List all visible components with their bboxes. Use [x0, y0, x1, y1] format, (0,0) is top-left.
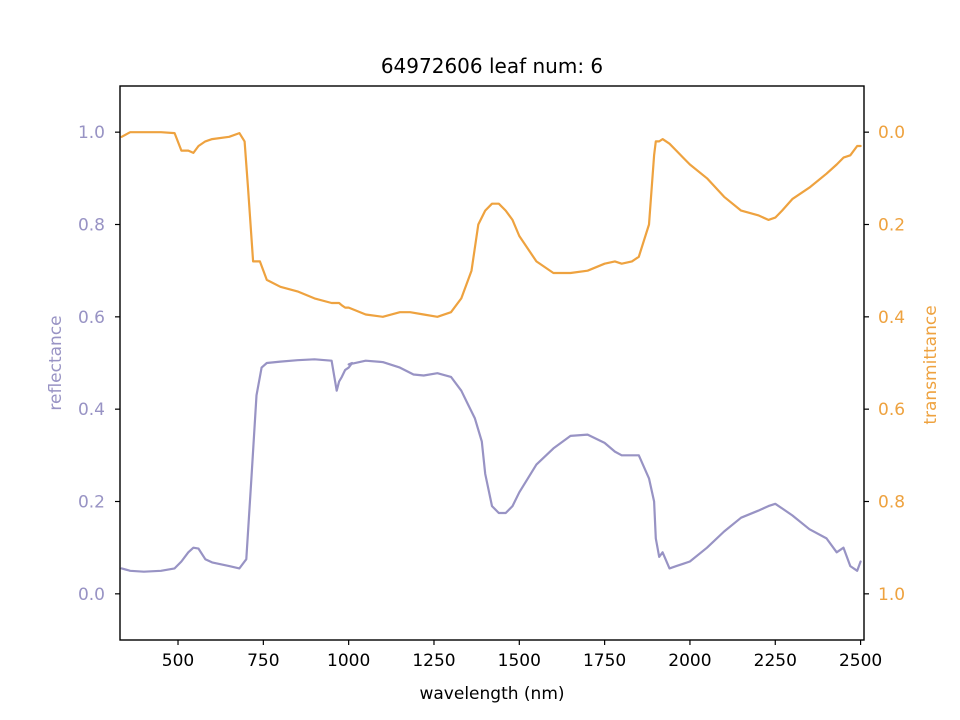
right-y-tick-label: 0.6 [878, 400, 905, 420]
reflectance-line [120, 358, 862, 573]
left-y-tick-label: 0.4 [78, 400, 105, 420]
left-y-axis-label: reflectance [46, 315, 66, 410]
x-tick-label: 2250 [754, 651, 797, 671]
chart-title: 64972606 leaf num: 6 [381, 54, 603, 78]
right-y-tick-label: 0.0 [878, 123, 905, 143]
x-tick-label: 2000 [668, 651, 711, 671]
right-y-tick-label: 0.2 [878, 216, 905, 236]
left-y-tick-label: 0.6 [78, 308, 105, 328]
x-tick-label: 1750 [583, 651, 626, 671]
x-tick-label: 1250 [412, 651, 455, 671]
transmittance-line [120, 131, 862, 318]
right-y-tick-label: 0.4 [878, 308, 905, 328]
right-y-tick-label: 0.8 [878, 493, 905, 513]
left-y-tick-label: 0.0 [78, 585, 105, 605]
x-tick-label: 500 [162, 651, 194, 671]
x-axis-label: wavelength (nm) [419, 684, 564, 704]
x-tick-label: 2500 [839, 651, 882, 671]
plot-frame [119, 85, 865, 641]
series-layer [120, 131, 862, 573]
x-tick-label: 1500 [498, 651, 541, 671]
right-y-tick-label: 1.0 [878, 585, 905, 605]
left-y-tick-label: 0.2 [78, 493, 105, 513]
x-tick-label: 750 [247, 651, 279, 671]
x-tick-label: 1000 [327, 651, 370, 671]
right-y-axis-label: transmittance [921, 305, 941, 424]
left-y-tick-label: 0.8 [78, 216, 105, 236]
left-y-tick-label: 1.0 [78, 123, 105, 143]
ticks-layer: 500 750 1000 1250 1500 1750 2000 2250 2500 0.0 0.2… [78, 123, 905, 671]
